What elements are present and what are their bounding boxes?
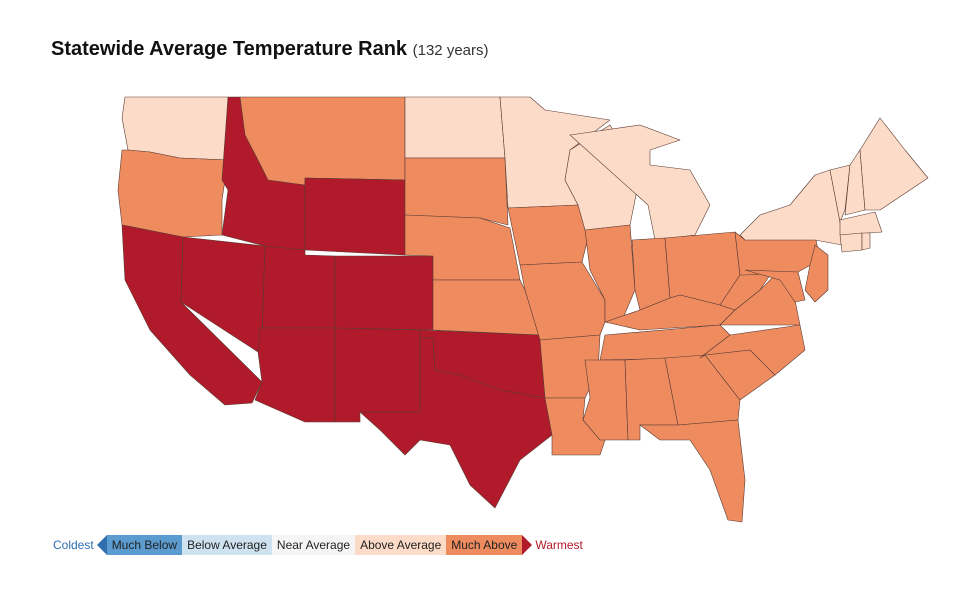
state-ct[interactable] — [839, 232, 863, 253]
state-vt[interactable] — [829, 164, 851, 223]
state-ga[interactable] — [664, 354, 741, 426]
state-sd[interactable] — [404, 157, 509, 226]
legend-item: Much Below — [106, 535, 183, 555]
state-ms[interactable] — [582, 359, 629, 441]
state-mi[interactable] — [569, 124, 711, 241]
state-me[interactable] — [859, 117, 929, 211]
state-nm[interactable] — [334, 327, 421, 423]
legend-item: Above Average — [355, 535, 447, 555]
state-ia[interactable] — [507, 204, 591, 266]
state-co[interactable] — [334, 255, 434, 331]
state-nj[interactable] — [804, 244, 829, 303]
legend-item: Below Average — [182, 535, 272, 555]
state-tx[interactable] — [359, 337, 553, 509]
state-ri[interactable] — [861, 232, 871, 251]
map-title: Statewide Average Temperature Rank (132 … — [51, 38, 489, 61]
state-ut[interactable] — [259, 245, 336, 341]
state-wy[interactable] — [304, 177, 406, 256]
state-mt[interactable] — [239, 96, 406, 186]
state-md[interactable] — [744, 269, 806, 303]
state-fl[interactable] — [639, 419, 746, 523]
state-ny[interactable] — [739, 169, 843, 246]
state-az[interactable] — [254, 327, 336, 423]
legend-item: Much Above — [446, 535, 523, 555]
state-nc[interactable] — [699, 324, 806, 376]
state-wa[interactable] — [121, 96, 229, 161]
state-in[interactable] — [631, 237, 671, 311]
legend-item: Near Average — [271, 535, 356, 555]
state-la[interactable] — [544, 397, 606, 456]
state-mo[interactable] — [519, 261, 606, 341]
legend-warmest-label: Warmest — [535, 538, 583, 552]
legend-coldest-label: Coldest — [53, 538, 94, 552]
coldest-arrow-icon — [96, 535, 107, 555]
state-ks[interactable] — [432, 279, 541, 336]
state-nd[interactable] — [404, 96, 506, 159]
state-or[interactable] — [117, 149, 229, 238]
legend: Coldest Much Below Below Average Near Aver… — [50, 535, 586, 555]
warmest-arrow-icon — [522, 535, 533, 555]
subtitle-text: (132 years) — [412, 42, 489, 59]
state-ma[interactable] — [839, 211, 883, 236]
title-text: Statewide Average Temperature Rank — [51, 38, 408, 60]
